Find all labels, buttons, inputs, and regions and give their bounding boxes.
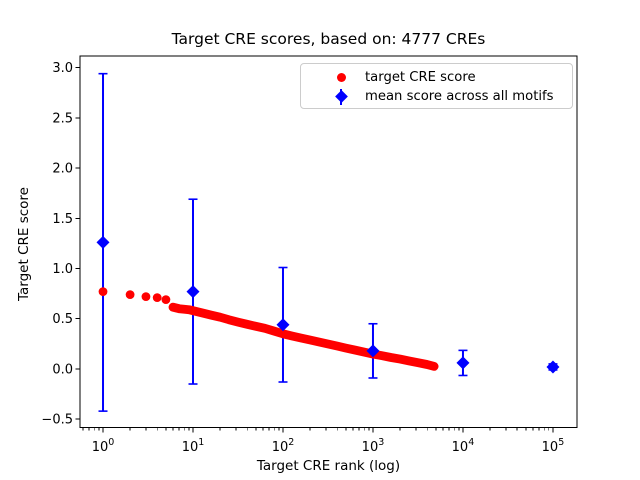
x-tick-label: 100 xyxy=(92,437,115,455)
legend-item-target-cre-score: target CRE score xyxy=(301,68,572,87)
chart-title: Target CRE scores, based on: 4777 CREs xyxy=(171,30,486,48)
red-circle-marker-icon xyxy=(336,73,346,82)
y-tick-label: 0.0 xyxy=(52,362,73,377)
y-axis: 3.0 2.5 2.0 1.5 1.0 0.5 0.0 −0.5 xyxy=(41,61,80,428)
legend-marker-slot xyxy=(317,68,365,87)
x-axis-label: Target CRE rank (log) xyxy=(256,458,401,474)
legend-label: mean score across all motifs xyxy=(365,89,554,104)
y-axis-label: Target CRE score xyxy=(16,187,32,301)
blue-errorbar-marker-icon xyxy=(333,88,349,106)
y-tick-label: −0.5 xyxy=(41,413,73,428)
x-tick-label: 103 xyxy=(362,437,385,455)
x-axis: 100 101 102 103 104 105 xyxy=(82,427,565,455)
y-tick-label: 3.0 xyxy=(52,61,73,76)
error-bar-lines xyxy=(98,72,558,412)
y-tick-label: 1.5 xyxy=(52,212,73,227)
plot-border xyxy=(79,55,578,428)
x-tick-label: 101 xyxy=(182,437,205,455)
blue-diamond-marker-icon xyxy=(334,90,348,103)
x-tick-label: 104 xyxy=(452,437,475,455)
mean-diamond-marker xyxy=(546,360,560,374)
legend-label: target CRE score xyxy=(365,70,476,85)
mean-diamond-marker xyxy=(366,344,380,358)
red-scatter-series xyxy=(98,287,439,371)
mean-diamond-marker xyxy=(456,356,470,370)
y-tick-label: 1.0 xyxy=(52,262,73,277)
x-tick-label: 105 xyxy=(542,437,565,455)
red-data-point xyxy=(141,292,151,302)
y-tick-label: 2.5 xyxy=(52,111,73,126)
red-data-point xyxy=(152,293,162,303)
y-tick-label: 2.0 xyxy=(52,162,73,177)
legend-marker-slot xyxy=(317,87,365,106)
mean-diamond-series xyxy=(96,235,560,374)
mean-diamond-marker xyxy=(276,318,290,332)
y-tick-label: 0.5 xyxy=(52,312,73,327)
red-data-point xyxy=(98,287,108,297)
legend-item-mean-score: mean score across all motifs xyxy=(301,87,572,106)
legend: target CRE score mean score across all m… xyxy=(300,63,573,109)
x-tick-label: 102 xyxy=(272,437,295,455)
axes-frame xyxy=(79,55,578,428)
mean-diamond-marker xyxy=(186,285,200,299)
red-data-band xyxy=(168,302,439,371)
mean-diamond-marker xyxy=(96,235,110,249)
red-data-point xyxy=(125,290,135,300)
red-data-point xyxy=(161,295,171,305)
